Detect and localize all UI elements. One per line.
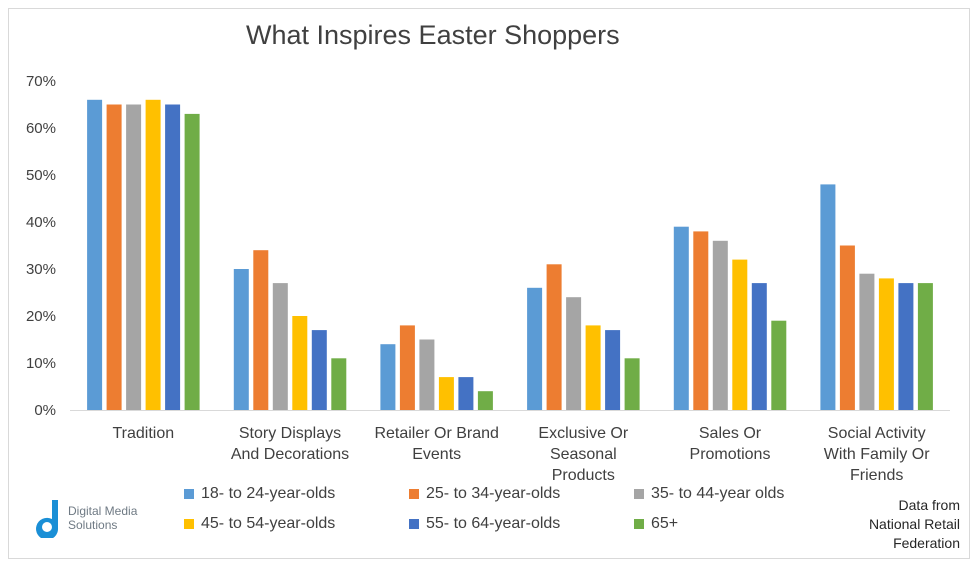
bar <box>311 330 327 410</box>
legend-label: 45- to 54-year-olds <box>201 515 336 532</box>
bar <box>751 283 767 410</box>
bar <box>527 287 543 410</box>
chart-frame <box>8 8 970 559</box>
bar <box>253 250 269 410</box>
bar <box>233 269 249 410</box>
bar <box>184 113 200 411</box>
bar <box>839 245 855 410</box>
bar <box>820 184 836 410</box>
legend-swatch <box>634 519 644 529</box>
chart-title: What Inspires Easter Shoppers <box>246 20 620 50</box>
bar <box>771 320 787 410</box>
bar <box>272 283 288 410</box>
bar <box>732 259 748 410</box>
bar <box>898 283 914 410</box>
bar <box>546 264 562 410</box>
y-tick-label: 20% <box>26 308 56 325</box>
y-tick-label: 60% <box>26 120 56 137</box>
legend-swatch <box>184 519 194 529</box>
x-category-label: Social Activity With Family Or Friends <box>824 425 930 484</box>
company-logo: Digital Media Solutions <box>32 498 137 538</box>
bar <box>917 283 933 410</box>
bar <box>292 316 308 410</box>
bar <box>624 358 640 410</box>
legend-item: 25- to 34-year-olds <box>409 485 634 503</box>
logo-icon <box>36 500 59 538</box>
x-category-label: Tradition <box>112 425 174 442</box>
bar <box>106 104 122 410</box>
bar <box>399 325 415 410</box>
y-tick-label: 0% <box>34 402 56 419</box>
bar <box>380 344 396 410</box>
x-category-label: Sales Or Promotions <box>690 425 771 463</box>
y-tick-label: 10% <box>26 355 56 372</box>
y-tick-label: 50% <box>26 167 56 184</box>
bar <box>145 99 161 411</box>
source-line1: Data from <box>898 497 960 513</box>
y-tick-label: 30% <box>26 261 56 278</box>
legend-swatch <box>184 489 194 499</box>
y-tick-label: 40% <box>26 214 56 231</box>
legend-label: 65+ <box>651 515 679 532</box>
legend-swatch <box>409 519 419 529</box>
bar <box>673 226 689 410</box>
legend-item: 45- to 54-year-olds <box>184 515 409 533</box>
legend-item: 18- to 24-year-olds <box>184 485 409 503</box>
legend-item: 55- to 64-year-olds <box>409 515 634 533</box>
legend-swatch <box>634 489 644 499</box>
bar <box>878 278 894 410</box>
bar <box>458 377 474 410</box>
legend-label: 55- to 64-year-olds <box>426 515 561 532</box>
x-category-label: Exclusive Or Seasonal Products <box>538 425 628 484</box>
x-category-label: Story Displays And Decorations <box>231 425 349 463</box>
bar <box>712 240 728 410</box>
bar <box>859 273 875 410</box>
bar <box>165 104 181 410</box>
legend: 18- to 24-year-olds 25- to 34-year-olds 35… <box>184 485 804 533</box>
bar <box>331 358 347 410</box>
legend-swatch <box>409 489 419 499</box>
bar <box>87 99 103 411</box>
y-tick-label: 70% <box>26 73 56 90</box>
legend-label: 35- to 44-year olds <box>651 485 785 502</box>
bar <box>126 104 142 410</box>
legend-item: 35- to 44-year olds <box>634 485 834 503</box>
bar <box>566 297 582 410</box>
bar <box>438 377 454 410</box>
x-category-label: Retailer Or Brand Events <box>374 425 499 463</box>
bar <box>605 330 621 410</box>
source-line3: Federation <box>893 535 960 551</box>
bar <box>419 339 435 410</box>
source-line2: National Retail <box>868 516 960 532</box>
logo-text-line2: Solutions <box>68 518 118 532</box>
bar <box>477 391 493 410</box>
legend-label: 18- to 24-year-olds <box>201 485 336 502</box>
logo-text-line1: Digital Media <box>68 504 138 518</box>
bar <box>693 231 709 410</box>
source-note: Data from National Retail Federation <box>869 496 960 553</box>
legend-item: 65+ <box>634 515 834 533</box>
legend-label: 25- to 34-year-olds <box>426 485 561 502</box>
bar <box>585 325 601 410</box>
